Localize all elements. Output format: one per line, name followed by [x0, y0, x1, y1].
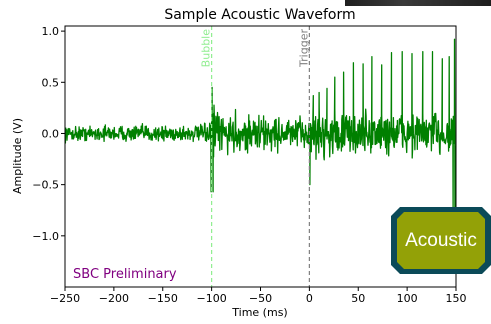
- chart-title: Sample Acoustic Waveform: [164, 7, 355, 23]
- acoustic-badge-label: Acoustic: [405, 229, 477, 251]
- y-axis-label: Amplitude (V): [11, 118, 24, 194]
- y-tick-label: 0.0: [42, 127, 60, 140]
- acoustic-badge: Acoustic: [397, 212, 485, 269]
- x-tick-label: −100: [197, 292, 227, 305]
- x-tick-label: 0: [306, 292, 313, 305]
- x-tick-label: 50: [351, 292, 365, 305]
- y-tick-label: 0.5: [42, 76, 60, 89]
- plot-area: Bubble Trigger −250 −200 −150 −100 −50 0 50 100 15…: [32, 25, 466, 305]
- y-tick-label: 1.0: [42, 25, 60, 38]
- x-tick-label: −250: [50, 292, 80, 305]
- dark-corner-strip: [345, 0, 491, 6]
- x-tick-label: −200: [99, 292, 129, 305]
- y-tick-label: −1.0: [32, 230, 59, 243]
- y-tick-label: −0.5: [32, 179, 59, 192]
- x-tick-label: −50: [249, 292, 272, 305]
- x-tick-label: −150: [148, 292, 178, 305]
- vline-label-bubble: Bubble: [200, 29, 213, 68]
- x-tick-label: 100: [397, 292, 418, 305]
- waveform-line: [65, 38, 456, 268]
- x-axis-label: Time (ms): [231, 306, 287, 319]
- sbc-preliminary-annotation: SBC Preliminary: [73, 267, 177, 282]
- x-tick-label: 150: [446, 292, 467, 305]
- vline-label-trigger: Trigger: [297, 29, 310, 68]
